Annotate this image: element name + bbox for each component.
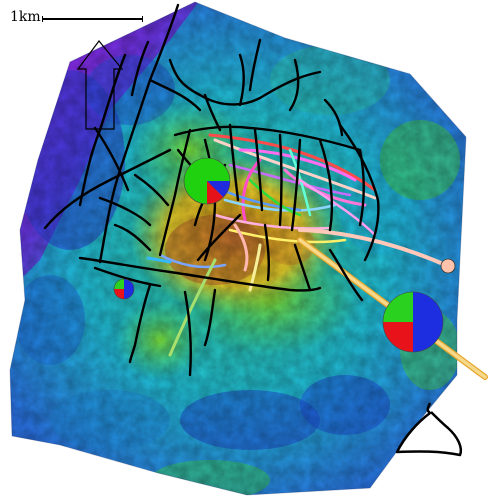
small-pie-slice-1	[124, 279, 134, 299]
small-pie-outline	[113, 278, 135, 300]
terrain-outline	[9, 1, 467, 496]
wellhead-marker[interactable]	[440, 258, 456, 274]
scale-label: 1km	[10, 9, 41, 25]
platform-outline-icon	[395, 402, 463, 457]
well-trajectories	[146, 133, 377, 357]
small-pie-slice-3	[114, 279, 124, 289]
green-pie-slice-3	[207, 181, 224, 204]
fault-lines	[43, 3, 380, 377]
small-pie-slice-2	[114, 289, 124, 299]
large-pie-outline	[382, 291, 444, 353]
small-pie[interactable]	[113, 278, 135, 300]
green-pie-outline	[183, 157, 231, 205]
large-pie[interactable]	[382, 291, 444, 353]
large-pie-slice-3	[383, 292, 413, 322]
green-pie-slice-2	[207, 181, 230, 198]
green-pie[interactable]	[183, 157, 231, 205]
large-pie-slice-2	[383, 322, 413, 352]
large-pie-slice-1	[413, 292, 443, 352]
scale-bar	[42, 16, 143, 22]
